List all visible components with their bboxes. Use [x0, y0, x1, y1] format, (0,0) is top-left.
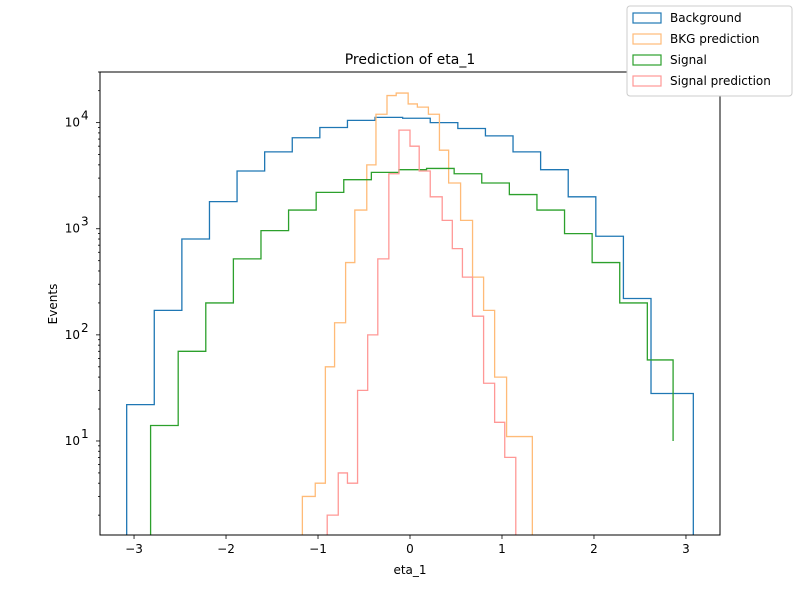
series-layer	[126, 92, 694, 535]
histogram-series-signal	[149, 167, 674, 535]
legend-swatch	[632, 33, 662, 45]
legend-label: Signal	[670, 53, 707, 67]
legend-label: Signal prediction	[670, 74, 771, 88]
x-tick-label: 2	[590, 542, 598, 556]
y-tick-exponent: 1	[81, 427, 89, 441]
x-axis: −3 −2 −1 0 1 2 3	[125, 535, 690, 556]
x-tick-label: 1	[498, 542, 506, 556]
legend-label: BKG prediction	[670, 32, 759, 46]
x-tick-label: 0	[406, 542, 414, 556]
y-tick-exponent: 2	[81, 321, 89, 335]
y-axis-label: Events	[46, 284, 60, 325]
y-tick-exponent: 3	[81, 215, 89, 229]
legend-swatch	[632, 12, 662, 24]
legend: Background BKG prediction Signal Signal pre…	[626, 5, 793, 97]
y-tick-label: 10	[65, 222, 80, 236]
y-tick-label: 10	[65, 116, 80, 130]
y-tick-exponent: 4	[81, 109, 89, 123]
histogram-series-signal-prediction	[326, 129, 517, 535]
legend-label: Background	[670, 11, 742, 25]
histogram-series-bkg-prediction	[301, 92, 533, 535]
histogram-series-background	[126, 116, 694, 535]
x-tick-label: −2	[217, 542, 235, 556]
legend-swatch	[632, 54, 662, 66]
legend-frame	[626, 5, 793, 97]
x-tick-label: −3	[125, 542, 143, 556]
x-tick-label: −1	[309, 542, 327, 556]
legend-swatch	[632, 75, 662, 87]
chart-title: Prediction of eta_1	[345, 52, 476, 68]
y-tick-label: 10	[65, 328, 80, 342]
y-tick-label: 10	[65, 434, 80, 448]
x-axis-label: eta_1	[393, 563, 426, 577]
x-tick-label: 3	[682, 542, 690, 556]
